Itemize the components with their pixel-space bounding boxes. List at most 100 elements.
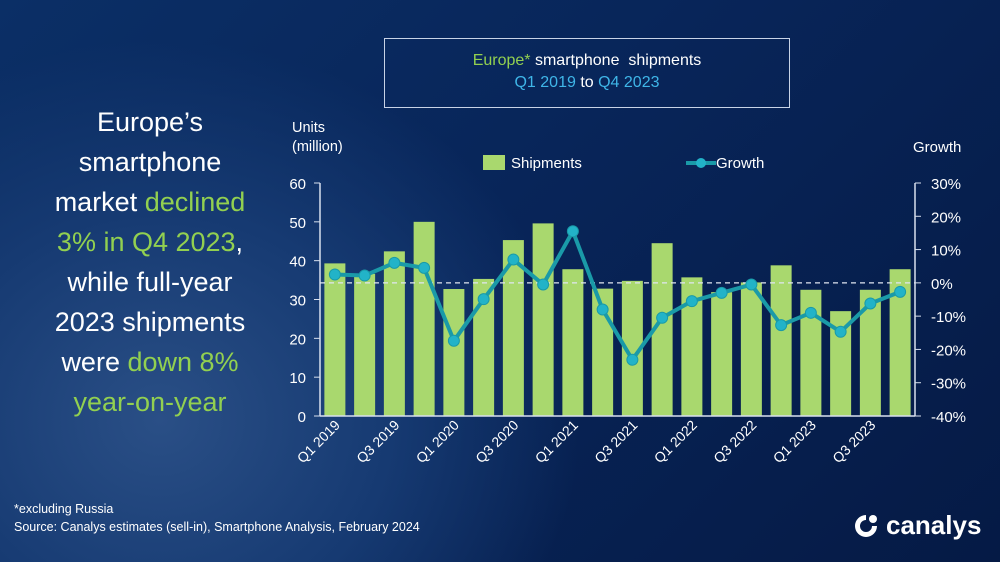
x-tick-label: Q1 2020 bbox=[413, 417, 462, 466]
growth-point bbox=[715, 286, 728, 299]
bar bbox=[443, 289, 465, 416]
bar bbox=[889, 269, 911, 416]
x-tick-label: Q1 2021 bbox=[532, 417, 581, 466]
bar bbox=[859, 289, 881, 416]
headline-line: were down 8% bbox=[20, 342, 280, 382]
headline-segment: market bbox=[54, 187, 145, 217]
bar bbox=[502, 240, 524, 416]
growth-point bbox=[685, 295, 698, 308]
x-tick-label: Q3 2019 bbox=[353, 417, 402, 466]
bar bbox=[740, 282, 762, 416]
y-axis-title: (million) bbox=[292, 139, 343, 155]
headline-line: market declined bbox=[20, 182, 280, 222]
x-tick-label: Q3 2020 bbox=[472, 417, 521, 466]
headline-segment: year-on-year bbox=[73, 387, 227, 417]
growth-point bbox=[477, 293, 490, 306]
legend-label-shipments: Shipments bbox=[511, 155, 582, 172]
right-tick-label: -20% bbox=[931, 342, 966, 359]
growth-point bbox=[894, 285, 907, 298]
legend-marker-growth bbox=[696, 158, 706, 168]
bar bbox=[562, 269, 584, 416]
headline-segment: Europe’s bbox=[96, 107, 204, 137]
bar bbox=[651, 243, 673, 416]
left-tick-label: 50 bbox=[289, 215, 306, 232]
headline-segment: 2023 shipments bbox=[54, 307, 246, 337]
headline-line: Europe’s bbox=[20, 102, 280, 142]
headline-segment: 3% in Q4 2023 bbox=[56, 227, 236, 257]
bar bbox=[532, 223, 554, 416]
x-tick-label: Q3 2023 bbox=[829, 417, 878, 466]
x-tick-label: Q3 2022 bbox=[710, 417, 759, 466]
left-tick-label: 30 bbox=[289, 293, 306, 310]
headline-segment: were bbox=[61, 347, 128, 377]
legend-swatch-shipments bbox=[483, 155, 505, 170]
growth-point bbox=[656, 311, 669, 324]
right-tick-label: 10% bbox=[931, 243, 961, 260]
left-tick-label: 40 bbox=[289, 254, 306, 271]
headline: Europe’s smartphone market declined 3% in Q… bbox=[20, 102, 280, 422]
left-tick-label: 10 bbox=[289, 370, 306, 387]
headline-line: while full-year bbox=[20, 262, 280, 302]
headline-segment: smartphone bbox=[78, 147, 222, 177]
growth-point bbox=[864, 297, 877, 310]
headline-segment: while full-year bbox=[67, 267, 233, 297]
source-note: Source: Canalys estimates (sell-in), Sma… bbox=[14, 520, 420, 534]
bar bbox=[383, 251, 405, 416]
left-tick-label: 0 bbox=[298, 409, 306, 426]
logo-text: canalys bbox=[886, 510, 982, 540]
growth-point bbox=[328, 268, 341, 281]
bar bbox=[473, 278, 495, 416]
y2-axis-title: Growth bbox=[913, 139, 961, 156]
growth-point bbox=[418, 261, 431, 274]
growth-point bbox=[388, 256, 401, 269]
growth-point bbox=[834, 325, 847, 338]
title-region: Europe* bbox=[472, 52, 531, 69]
right-tick-label: -30% bbox=[931, 376, 966, 393]
bar bbox=[830, 311, 852, 416]
title-to: to bbox=[575, 74, 599, 91]
x-tick-label: Q3 2021 bbox=[591, 417, 640, 466]
growth-point bbox=[537, 278, 550, 291]
bar bbox=[800, 289, 822, 416]
x-tick-label: Q1 2022 bbox=[651, 417, 700, 466]
growth-point bbox=[596, 303, 609, 316]
left-tick-label: 20 bbox=[289, 331, 306, 348]
headline-line: 3% in Q4 2023, bbox=[20, 222, 280, 262]
right-tick-label: -10% bbox=[931, 309, 966, 326]
canalys-logo: canalys bbox=[852, 510, 981, 541]
left-tick-label: 60 bbox=[289, 176, 306, 193]
right-tick-label: -40% bbox=[931, 409, 966, 426]
legend-label-growth: Growth bbox=[716, 155, 764, 172]
headline-segment: down 8% bbox=[127, 347, 239, 377]
footnote: *excluding Russia bbox=[14, 502, 114, 516]
bar bbox=[770, 265, 792, 416]
right-tick-label: 30% bbox=[931, 176, 961, 193]
x-tick-label: Q1 2023 bbox=[770, 417, 819, 466]
headline-line: 2023 shipments bbox=[20, 302, 280, 342]
growth-point bbox=[775, 319, 788, 332]
bar bbox=[413, 221, 435, 416]
bar bbox=[324, 263, 346, 416]
title-start: Q1 2019 bbox=[514, 74, 576, 91]
right-tick-label: 0% bbox=[931, 276, 953, 293]
headline-line: smartphone bbox=[20, 142, 280, 182]
title-text: smartphone shipments bbox=[530, 52, 702, 69]
right-tick-label: 20% bbox=[931, 209, 961, 226]
headline-segment: declined bbox=[144, 187, 246, 217]
headline-line: year-on-year bbox=[20, 382, 280, 422]
growth-point bbox=[804, 306, 817, 319]
bar bbox=[621, 280, 643, 416]
canalys-logo-icon bbox=[855, 514, 877, 537]
y-axis-title: Units bbox=[292, 120, 325, 136]
growth-point bbox=[745, 278, 758, 291]
title-end: Q4 2023 bbox=[598, 74, 660, 91]
bar bbox=[681, 277, 703, 416]
growth-point bbox=[626, 353, 639, 366]
headline-segment: , bbox=[235, 227, 244, 257]
growth-point bbox=[447, 334, 460, 347]
growth-point bbox=[507, 253, 520, 266]
chart-title-box: Europe* smartphone shipments Q1 2019 to … bbox=[384, 38, 790, 108]
bar bbox=[711, 292, 733, 416]
growth-point bbox=[358, 269, 371, 282]
